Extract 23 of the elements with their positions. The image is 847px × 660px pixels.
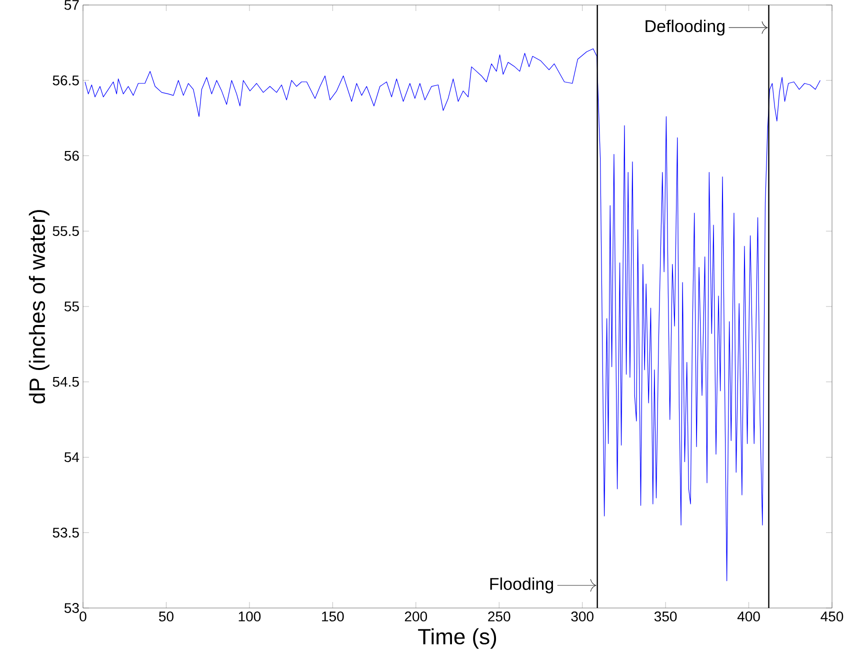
x-tick-label: 200 [404, 612, 428, 622]
x-tick-label: 100 [238, 612, 261, 622]
y-tick-label: 57 [64, 0, 79, 10]
x-tick-label: 0 [80, 612, 86, 622]
x-tick-label: 450 [820, 612, 844, 622]
y-tick-label: 56 [64, 150, 79, 161]
y-tick-label: 53 [64, 603, 79, 613]
x-tick-label: 150 [322, 612, 344, 622]
x-tick-label: 250 [488, 612, 510, 622]
annotation: Flooding [490, 577, 554, 594]
annotation: Deflooding [646, 20, 724, 36]
x-tick-label: 400 [737, 612, 760, 622]
x-tick-label: 300 [571, 612, 594, 622]
y-tick-label: 55.5 [52, 226, 79, 236]
y-tick-label: 56.5 [52, 75, 79, 86]
y-axis-title: dP (inches of water) [28, 210, 50, 404]
y-tick-label: 53.5 [52, 528, 79, 538]
x-axis-title: Time (s) [418, 628, 496, 649]
y-tick-label: 54 [64, 452, 80, 462]
y-tick-label: 55 [64, 302, 79, 312]
x-tick-label: 350 [654, 612, 677, 622]
x-tick-label: 50 [159, 612, 174, 622]
y-tick-label: 54.5 [52, 376, 79, 387]
